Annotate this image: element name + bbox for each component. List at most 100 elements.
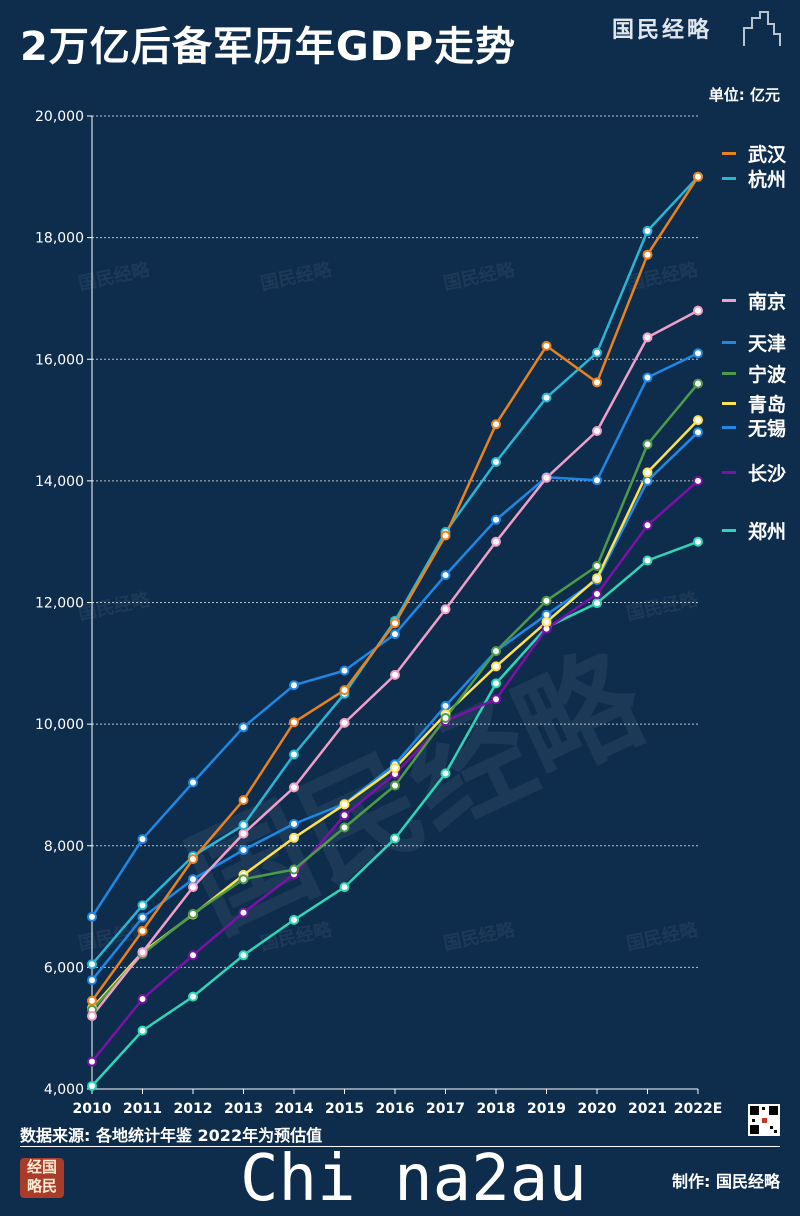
legend-swatch bbox=[722, 298, 736, 302]
data-point bbox=[440, 768, 451, 779]
data-point bbox=[137, 947, 148, 958]
data-point bbox=[642, 439, 653, 450]
chart-title: 2万亿后备军历年GDP走势 bbox=[20, 24, 517, 70]
data-point bbox=[137, 1025, 148, 1036]
data-point bbox=[491, 646, 501, 657]
legend-label: 长沙 bbox=[748, 462, 787, 485]
series-points bbox=[87, 171, 703, 1091]
data-point bbox=[289, 832, 299, 843]
legend-item: 杭州 bbox=[722, 166, 787, 191]
corner-logo: 经国略民 bbox=[20, 1158, 64, 1198]
legend-label: 无锡 bbox=[748, 417, 787, 440]
data-point bbox=[390, 762, 400, 773]
data-point bbox=[642, 225, 653, 236]
data-point bbox=[390, 618, 400, 629]
data-point bbox=[541, 340, 552, 351]
data-point bbox=[541, 617, 552, 627]
legend-label: 宁波 bbox=[748, 363, 787, 386]
legend-item: 南京 bbox=[722, 288, 786, 313]
data-point bbox=[137, 834, 148, 845]
legend-swatch bbox=[722, 371, 736, 375]
data-point bbox=[289, 749, 299, 760]
data-point bbox=[440, 604, 451, 615]
legend-item: 郑州 bbox=[722, 518, 786, 543]
legend-swatch bbox=[722, 176, 736, 180]
data-point bbox=[339, 799, 350, 810]
data-point bbox=[592, 561, 602, 571]
data-point bbox=[87, 1011, 97, 1021]
legend-label: 杭州 bbox=[748, 168, 787, 191]
qr-code bbox=[748, 1104, 780, 1136]
data-point bbox=[339, 717, 350, 728]
y-tick-label: 4,000 bbox=[44, 1082, 84, 1098]
y-tick-label: 6,000 bbox=[44, 960, 84, 976]
data-point bbox=[592, 598, 602, 609]
data-point bbox=[339, 665, 350, 676]
data-point bbox=[188, 882, 198, 893]
data-point bbox=[289, 864, 299, 875]
data-point bbox=[238, 795, 249, 806]
data-point bbox=[87, 1081, 97, 1091]
x-tick-label: 2022E bbox=[674, 1101, 723, 1117]
data-point bbox=[592, 475, 602, 486]
data-point bbox=[693, 415, 703, 426]
data-point bbox=[238, 820, 249, 831]
data-point bbox=[238, 874, 249, 885]
watermark-mark: 国民经略 bbox=[624, 258, 700, 295]
data-point bbox=[440, 530, 451, 541]
legend-label: 武汉 bbox=[748, 143, 787, 166]
axes: 4,000 6,000 8,000 10,000 12,000 14,000 16,000 1… bbox=[35, 109, 722, 1117]
y-tick-label: 8,000 bbox=[44, 839, 84, 855]
data-point bbox=[390, 669, 400, 680]
watermark-mark: 国民经略 bbox=[76, 258, 152, 295]
data-point bbox=[238, 950, 249, 961]
watermark-mark: 国民经略 bbox=[624, 918, 700, 955]
legend-swatch bbox=[722, 401, 736, 405]
legend-swatch bbox=[722, 425, 736, 429]
data-point bbox=[390, 629, 400, 640]
watermark-mark: 国民经略 bbox=[441, 258, 517, 295]
data-point bbox=[592, 377, 602, 388]
data-point bbox=[491, 457, 501, 467]
data-point bbox=[188, 908, 198, 919]
data-point bbox=[541, 595, 552, 606]
data-point bbox=[188, 991, 198, 1002]
x-tick-label: 2018 bbox=[477, 1101, 516, 1117]
footer-divider bbox=[20, 1146, 780, 1147]
unit-label: 单位: 亿元 bbox=[708, 86, 780, 104]
data-point bbox=[87, 1056, 97, 1067]
x-tick-label: 2013 bbox=[224, 1101, 263, 1117]
x-tick-label: 2014 bbox=[275, 1101, 314, 1117]
watermark-mark: 国民经略 bbox=[258, 258, 334, 295]
data-point bbox=[339, 822, 350, 833]
data-point bbox=[87, 975, 97, 986]
data-point bbox=[289, 717, 299, 728]
legend-swatch bbox=[722, 528, 736, 532]
data-point bbox=[137, 900, 148, 911]
legend-item: 长沙 bbox=[722, 460, 787, 485]
legend-item: 宁波 bbox=[722, 361, 787, 386]
data-point bbox=[289, 914, 299, 925]
data-point bbox=[491, 678, 501, 689]
data-point bbox=[339, 685, 350, 696]
legend-swatch bbox=[722, 151, 736, 155]
data-point bbox=[289, 782, 299, 793]
data-point bbox=[238, 907, 249, 918]
data-point bbox=[188, 777, 198, 788]
data-point bbox=[137, 994, 148, 1004]
x-tick-label: 2017 bbox=[426, 1101, 465, 1117]
data-point bbox=[642, 520, 653, 531]
data-point bbox=[693, 475, 703, 486]
data-point bbox=[592, 589, 602, 599]
skyline-icon bbox=[743, 11, 781, 46]
data-point bbox=[87, 995, 97, 1006]
data-point bbox=[289, 680, 299, 691]
legend-item: 武汉 bbox=[722, 141, 787, 166]
data-point bbox=[592, 573, 602, 584]
data-point bbox=[188, 874, 198, 885]
data-point bbox=[642, 555, 653, 566]
data-point bbox=[693, 171, 703, 182]
x-tick-label: 2020 bbox=[578, 1101, 617, 1117]
legend-item: 无锡 bbox=[722, 415, 787, 440]
data-point bbox=[693, 305, 703, 316]
